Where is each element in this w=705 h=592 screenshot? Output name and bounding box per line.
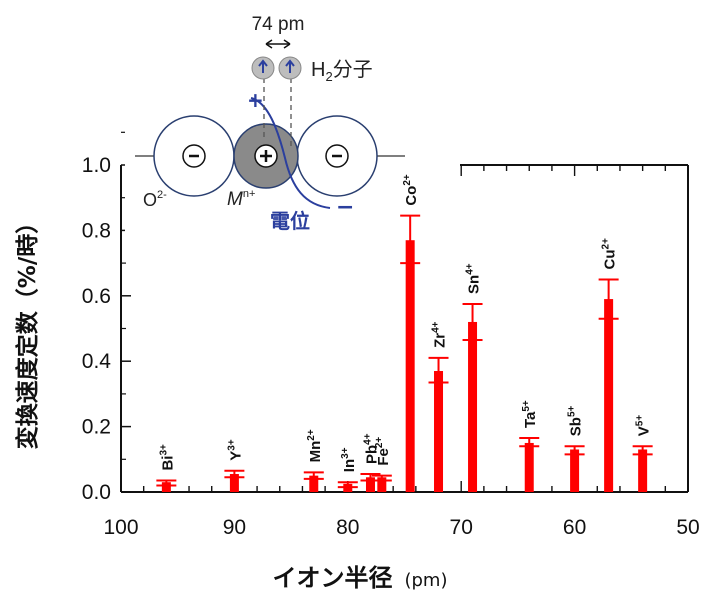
y-tick-label: 0.0 xyxy=(82,481,111,504)
x-axis-title-unit: (pm) xyxy=(404,570,447,591)
oxide-label: O2- xyxy=(143,189,167,210)
ion-charge: 4+ xyxy=(465,263,476,275)
y-tick-label: 0.6 xyxy=(82,285,111,308)
bar-ta xyxy=(524,442,534,492)
bar-label-in: In3+ xyxy=(340,447,358,472)
bar-co xyxy=(405,240,415,492)
bar-label-fe: Fe2+ xyxy=(374,437,392,466)
y-tick-label: 0.2 xyxy=(82,416,111,439)
bar-label-zr: Zr4+ xyxy=(431,321,449,348)
metal-symbol: M xyxy=(227,189,243,210)
bar-label-y: Y3+ xyxy=(226,439,244,461)
bar-y xyxy=(229,474,239,492)
arrow-head-left xyxy=(265,39,273,49)
ion-symbol: Zr xyxy=(432,333,449,348)
x-tick-label: 80 xyxy=(336,516,359,539)
y-tick-label: 0.8 xyxy=(82,219,111,242)
ion-charge: 2+ xyxy=(601,238,612,250)
ion-symbol: Cu xyxy=(602,249,619,269)
y-tick-label: 1.0 xyxy=(82,154,111,177)
x-tick-label: 50 xyxy=(676,516,699,539)
ion-charge: 4+ xyxy=(431,321,442,333)
bar-label-mn: Mn2+ xyxy=(306,429,324,462)
bar-label-bi: Bi3+ xyxy=(158,444,176,471)
y-tick-label: 0.4 xyxy=(82,350,112,373)
ion-charge: 2+ xyxy=(402,174,413,186)
bar-labels: Bi3+Y3+ Mn2+In3+ Pb4+Fe2+Co2+Zr4+Sn4+Ta5+S… xyxy=(158,174,652,472)
ion-charge: 2+ xyxy=(374,437,385,449)
bar-label-sb: Sb5+ xyxy=(567,405,585,436)
molecule-main: H xyxy=(311,59,325,81)
distance-label: 74 pm xyxy=(252,14,305,35)
ion-charge: 5+ xyxy=(635,415,646,427)
ion-symbol: Y xyxy=(227,451,244,461)
x-tick-label: 90 xyxy=(223,516,246,539)
bar-mn xyxy=(309,475,319,492)
y-axis-title: 変換速度定数（%/時） xyxy=(14,211,41,449)
minus-sign: − xyxy=(336,195,354,220)
bar-label-sn: Sn4+ xyxy=(465,263,483,294)
x-axis-title: イオン半径 (pm) xyxy=(272,564,447,592)
ion-charge: 3+ xyxy=(340,447,351,459)
ion-charge: 5+ xyxy=(521,400,532,412)
plus-sign: + xyxy=(247,88,264,112)
ion-symbol: V xyxy=(636,426,653,436)
ion-symbol: Bi xyxy=(159,456,176,471)
bar-zr xyxy=(434,371,444,492)
bar-fe xyxy=(377,477,387,492)
ion-charge: 3+ xyxy=(158,444,169,456)
y-axis-ticks: 0.0 0.2 0.4 0.6 0.8 1.0 xyxy=(82,131,131,504)
x-axis-title-main: イオン半径 xyxy=(272,564,392,592)
bar-cu xyxy=(604,299,614,492)
bar-label-v: V5+ xyxy=(635,415,653,437)
bar-label-pb: Pb4+ xyxy=(362,433,380,464)
ion-symbol: Mn xyxy=(307,441,324,463)
ion-symbol: Sn xyxy=(466,275,483,294)
arrow-head-right xyxy=(283,39,291,49)
potential-label: 電位 xyxy=(270,209,310,233)
bar-label-cu: Cu2+ xyxy=(601,238,619,270)
bar-v xyxy=(638,449,648,492)
ion-symbol: Sb xyxy=(568,417,585,436)
bars xyxy=(156,214,653,492)
bar-bi xyxy=(161,482,171,492)
ion-charge: 2+ xyxy=(306,429,317,441)
oxide-symbol: O xyxy=(143,190,157,210)
bar-label-ta: Ta5+ xyxy=(521,400,539,428)
x-tick-label: 100 xyxy=(103,516,138,539)
oxide-charge: 2- xyxy=(157,189,167,201)
ion-symbol: In xyxy=(341,459,358,472)
x-tick-label: 70 xyxy=(450,516,473,539)
metal-label: Mn+ xyxy=(227,188,255,210)
metal-charge: n+ xyxy=(243,188,256,200)
ion-charge: 4+ xyxy=(362,433,373,445)
molecule-label: H2分子 xyxy=(311,58,373,84)
ion-symbol: Fe xyxy=(375,448,392,466)
ion-symbol: Ta xyxy=(522,411,539,428)
arrow-up-icon xyxy=(258,59,268,73)
inset-diagram: 74 pm H2分子 + − O2- Mn+ 電位 xyxy=(125,0,405,235)
ion-charge: 3+ xyxy=(226,439,237,451)
bar-sb xyxy=(570,449,580,492)
ion-symbol: Co xyxy=(403,186,420,206)
molecule-suffix: 分子 xyxy=(333,58,373,81)
arrow-up-icon xyxy=(285,59,295,73)
molecule-sub: 2 xyxy=(325,69,332,84)
bar-sn xyxy=(468,321,478,492)
bar-label-co: Co2+ xyxy=(402,174,420,206)
ion-charge: 5+ xyxy=(567,405,578,417)
x-tick-label: 60 xyxy=(563,516,586,539)
bar-pb xyxy=(365,477,375,492)
x-axis-ticks: 100 90 80 70 60 50 xyxy=(103,165,700,539)
ion-symbol: Pb xyxy=(363,445,380,464)
